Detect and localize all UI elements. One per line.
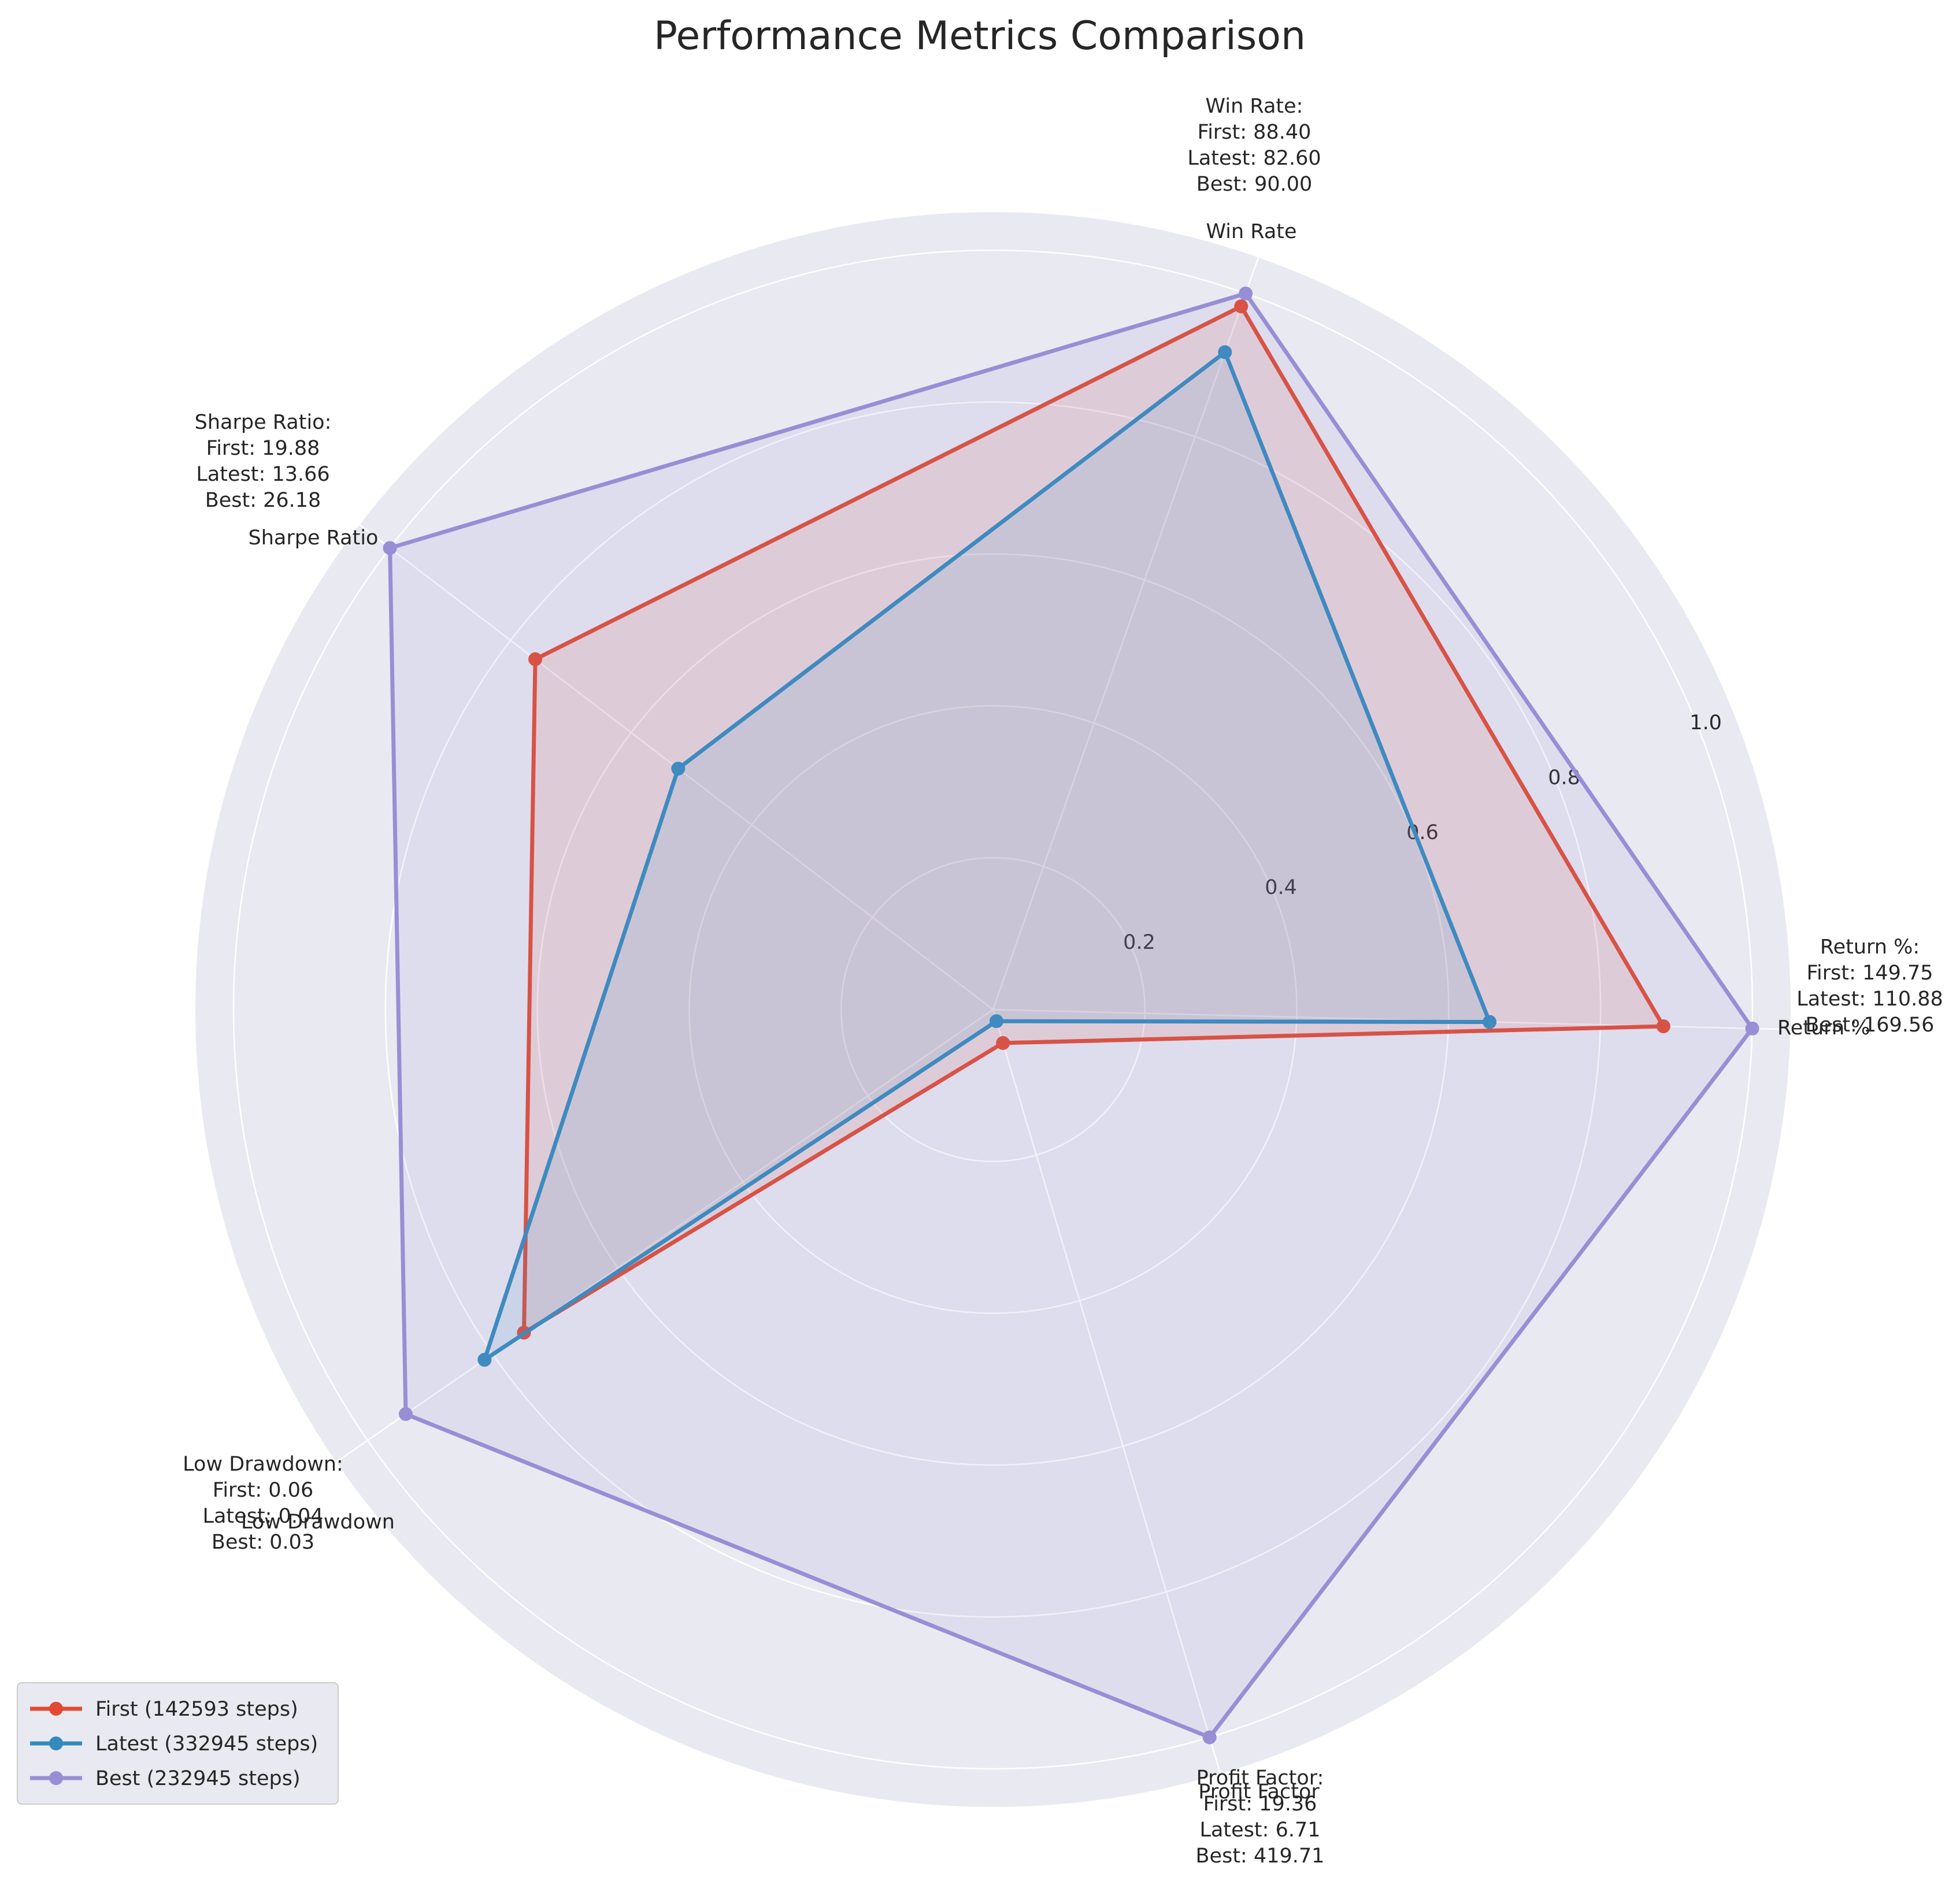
legend-label: Best (232945 steps)	[95, 1767, 301, 1790]
axis-label: Low Drawdown	[241, 1511, 395, 1534]
series-line	[482, 350, 1492, 1362]
data-point	[1483, 1015, 1497, 1029]
legend-label: First (142593 steps)	[95, 1698, 298, 1721]
axis-label: Return %	[1777, 1016, 1870, 1040]
annotation: Win Rate: First: 88.40 Latest: 82.60 Best: …	[1187, 95, 1321, 196]
legend-label: Latest (332945 steps)	[95, 1732, 318, 1756]
annotation-line: Best: 419.71	[1196, 1845, 1325, 1868]
chart-title: Performance Metrics Comparison	[654, 13, 1306, 59]
annotation-line: First: 0.06	[213, 1479, 314, 1502]
series-line	[522, 304, 1666, 1335]
annotation-line: Latest: 110.88	[1796, 988, 1943, 1011]
annotation-line: Return %:	[1820, 936, 1920, 959]
axis-spoke	[992, 257, 1259, 1010]
axis-label: Profit Factor	[1198, 1780, 1320, 1804]
data-point	[383, 541, 397, 555]
axis-label: Win Rate	[1206, 220, 1296, 243]
annotation-line: Latest: 6.71	[1199, 1819, 1320, 1842]
annotation: Return %: First: 149.75 Latest: 110.88 Best…	[1796, 936, 1943, 1037]
annotation-line: First: 149.75	[1806, 962, 1933, 985]
data-point	[1234, 299, 1248, 314]
legend: First (142593 steps) Latest (332945 steps…	[17, 1682, 339, 1805]
annotation-line: First: 19.36	[1203, 1793, 1317, 1816]
annotation-line: Best: 169.56	[1806, 1014, 1935, 1037]
data-point	[398, 1407, 413, 1422]
radial-tick-label: 1.0	[1689, 711, 1722, 734]
legend-marker	[49, 1702, 63, 1716]
series-line	[388, 291, 1755, 1739]
grid-ring	[232, 249, 1754, 1770]
annotation: Sharpe Ratio: First: 19.88 Latest: 13.66 Be…	[195, 411, 332, 512]
data-point	[528, 652, 543, 666]
data-point	[477, 1353, 492, 1367]
annotation-line: Best: 26.18	[205, 489, 321, 512]
annotation-line: Latest: 0.04	[202, 1505, 323, 1528]
data-point	[1202, 1730, 1217, 1745]
annotation-line: Profit Factor:	[1196, 1767, 1324, 1790]
data-point	[1656, 1019, 1670, 1034]
annotation-line: Latest: 82.60	[1187, 147, 1321, 170]
data-point	[1745, 1021, 1759, 1036]
grid-ring	[688, 705, 1298, 1314]
annotation-line: First: 88.40	[1198, 121, 1311, 144]
grid-ring	[536, 553, 1450, 1466]
annotation: Profit Factor: First: 19.36 Latest: 6.71 Be…	[1196, 1767, 1325, 1868]
annotation-line: Best: 90.00	[1196, 173, 1313, 196]
radial-tick-label: 0.4	[1265, 876, 1297, 899]
data-point	[996, 1036, 1010, 1050]
axis-label: Sharpe Ratio	[249, 526, 379, 550]
series-area	[390, 293, 1752, 1738]
annotation-line: Latest: 13.66	[196, 463, 329, 486]
data-point	[1218, 345, 1232, 359]
data-point	[1239, 286, 1253, 300]
grid-ring	[840, 856, 1146, 1163]
legend-marker	[49, 1771, 63, 1785]
annotation-line: Low Drawdown:	[183, 1453, 343, 1476]
annotation-line: First: 19.88	[206, 437, 320, 460]
series-area	[484, 352, 1490, 1360]
axis-spoke	[335, 1008, 994, 1463]
legend-box	[17, 1682, 339, 1805]
radial-tick-label: 0.2	[1123, 931, 1155, 954]
annotation-line: Win Rate:	[1206, 95, 1303, 118]
annotation-line: Best: 0.03	[212, 1531, 314, 1554]
grid-ring	[384, 401, 1602, 1618]
annotation: Low Drawdown: First: 0.06 Latest: 0.04 Best…	[183, 1453, 343, 1554]
data-point	[989, 1014, 1003, 1029]
series-area	[524, 306, 1663, 1333]
annotation-line: Sharpe Ratio:	[195, 411, 332, 434]
data-point	[671, 762, 686, 776]
axis-spoke	[992, 1009, 1221, 1775]
legend-marker	[49, 1736, 63, 1750]
